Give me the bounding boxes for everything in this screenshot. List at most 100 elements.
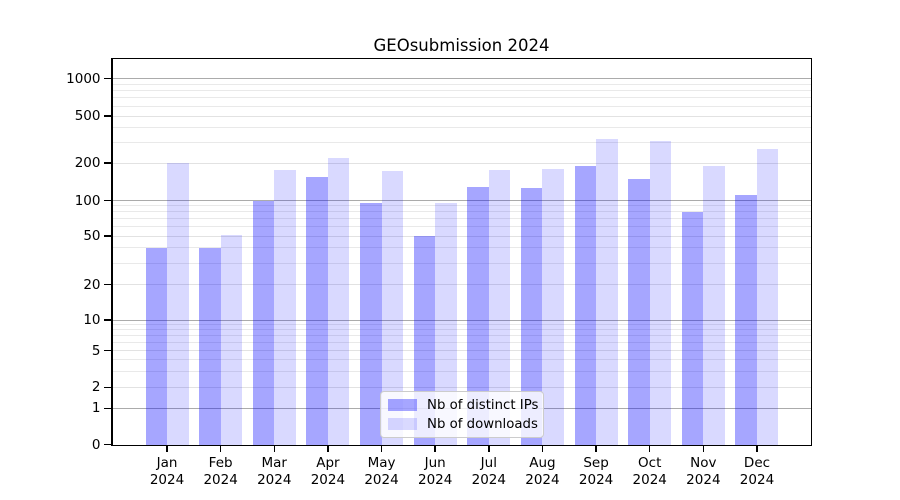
x-tick-mark bbox=[434, 446, 436, 452]
gridline-minor bbox=[112, 350, 811, 352]
gridline-major bbox=[112, 200, 811, 201]
bar-sep-distinct-ips bbox=[574, 165, 597, 445]
y-tick-label: 5 bbox=[91, 342, 101, 359]
gridline-minor bbox=[112, 284, 811, 285]
chart-title: GEOsubmission 2024 bbox=[373, 36, 550, 55]
y-tick-label: 50 bbox=[83, 228, 101, 244]
bar-may-distinct-ips bbox=[360, 202, 382, 445]
legend-row-downloads: Nb of downloads bbox=[388, 416, 538, 432]
gridline-minor bbox=[112, 90, 811, 92]
gridline-minor bbox=[112, 105, 811, 107]
legend-swatch-distinct-ips bbox=[388, 398, 417, 412]
bar-jul-distinct-ips bbox=[467, 187, 489, 445]
x-tick-label-jun: Jun 2024 bbox=[403, 455, 467, 489]
spine-left bbox=[111, 57, 113, 446]
y-tick-mark bbox=[104, 283, 111, 286]
x-tick-year: 2024 bbox=[739, 471, 775, 488]
bar-jan-distinct-ips bbox=[145, 247, 167, 445]
y-tick-mark bbox=[104, 115, 111, 117]
legend-label-distinct-ips: Nb of distinct IPs bbox=[427, 397, 539, 413]
x-tick-year: 2024 bbox=[471, 471, 506, 488]
y-tick-label: 1 bbox=[91, 400, 101, 417]
x-tick-label-aug: Aug 2024 bbox=[510, 455, 574, 489]
y-tick-label: 1000 bbox=[66, 70, 101, 87]
spine-bottom bbox=[111, 444, 813, 446]
x-tick-month: Jan bbox=[156, 454, 178, 471]
x-tick-month: Aug bbox=[529, 454, 556, 471]
legend: Nb of distinct IPs Nb of downloads bbox=[380, 391, 544, 438]
bar-nov-distinct-ips bbox=[681, 211, 704, 445]
x-tick-label-feb: Feb 2024 bbox=[189, 455, 253, 489]
x-tick-mark bbox=[327, 446, 329, 452]
x-tick-year: 2024 bbox=[525, 471, 560, 488]
x-tick-year: 2024 bbox=[632, 471, 667, 488]
y-tick-label: 2 bbox=[91, 379, 101, 396]
x-tick-year: 2024 bbox=[149, 471, 185, 488]
bar-sep-downloads bbox=[596, 138, 618, 445]
bar-aug-downloads bbox=[542, 168, 564, 445]
gridline-minor bbox=[112, 359, 811, 361]
y-tick-label: 20 bbox=[83, 276, 101, 293]
x-tick-mark bbox=[166, 446, 168, 452]
gridline-minor bbox=[112, 370, 811, 372]
x-tick-mark bbox=[273, 446, 275, 452]
gridline-minor bbox=[112, 115, 811, 117]
bar-apr-downloads bbox=[327, 158, 350, 445]
gridline-minor bbox=[112, 218, 811, 220]
gridline-minor bbox=[112, 205, 811, 207]
plot-area bbox=[111, 57, 813, 446]
x-tick-label-mar: Mar 2024 bbox=[242, 455, 306, 489]
gridline-major bbox=[112, 78, 811, 79]
x-tick-mark bbox=[541, 446, 544, 452]
x-tick-month: Jun bbox=[424, 454, 446, 471]
x-tick-mark bbox=[702, 446, 705, 452]
gridline-minor bbox=[112, 342, 811, 344]
gridline-minor bbox=[112, 329, 811, 331]
x-tick-label-sep: Sep 2024 bbox=[564, 455, 628, 489]
x-tick-year: 2024 bbox=[364, 471, 399, 488]
bar-dec-distinct-ips bbox=[735, 194, 757, 445]
x-tick-month: Mar bbox=[261, 454, 287, 471]
legend-swatch-downloads bbox=[388, 417, 417, 431]
x-tick-label-oct: Oct 2024 bbox=[618, 455, 682, 489]
y-tick-mark bbox=[104, 350, 111, 352]
x-tick-label-may: May 2024 bbox=[350, 455, 414, 489]
x-tick-year: 2024 bbox=[417, 471, 453, 488]
bar-feb-distinct-ips bbox=[199, 247, 221, 445]
x-tick-month: Nov bbox=[690, 454, 717, 471]
y-tick-mark bbox=[104, 162, 111, 164]
x-tick-mark bbox=[380, 446, 383, 452]
x-tick-label-jan: Jan 2024 bbox=[135, 455, 199, 489]
gridline-minor bbox=[112, 226, 811, 228]
y-tick-label: 0 bbox=[91, 436, 101, 453]
gridline-minor bbox=[112, 335, 811, 337]
bar-jul-downloads bbox=[488, 169, 511, 445]
x-tick-label-jul: Jul 2024 bbox=[457, 455, 521, 489]
gridline-minor bbox=[112, 162, 811, 164]
gridline-minor bbox=[112, 386, 811, 388]
x-tick-mark bbox=[649, 446, 651, 452]
bar-oct-downloads bbox=[649, 140, 672, 445]
x-tick-year: 2024 bbox=[257, 471, 292, 488]
y-tick-label: 100 bbox=[74, 192, 101, 209]
y-tick-label: 10 bbox=[83, 312, 101, 328]
spine-right bbox=[811, 57, 813, 446]
bar-apr-distinct-ips bbox=[306, 176, 328, 445]
x-tick-month: Apr bbox=[316, 454, 340, 471]
y-tick-mark bbox=[104, 407, 111, 409]
gridline-major bbox=[112, 319, 811, 321]
bar-may-downloads bbox=[381, 171, 404, 445]
gridline-minor bbox=[112, 247, 811, 249]
gridline-minor bbox=[112, 126, 811, 128]
gridline-minor bbox=[112, 83, 811, 85]
x-tick-year: 2024 bbox=[686, 471, 721, 488]
bar-oct-distinct-ips bbox=[628, 178, 650, 445]
legend-row-ips: Nb of distinct IPs bbox=[388, 397, 539, 413]
x-tick-year: 2024 bbox=[203, 471, 238, 488]
x-tick-label-nov: Nov 2024 bbox=[671, 455, 735, 489]
y-tick-label: 500 bbox=[74, 108, 101, 124]
legend-label-downloads: Nb of downloads bbox=[427, 416, 538, 432]
gridline-minor bbox=[112, 211, 811, 213]
x-tick-label-apr: Apr 2024 bbox=[296, 455, 360, 489]
bar-mar-downloads bbox=[274, 169, 296, 445]
